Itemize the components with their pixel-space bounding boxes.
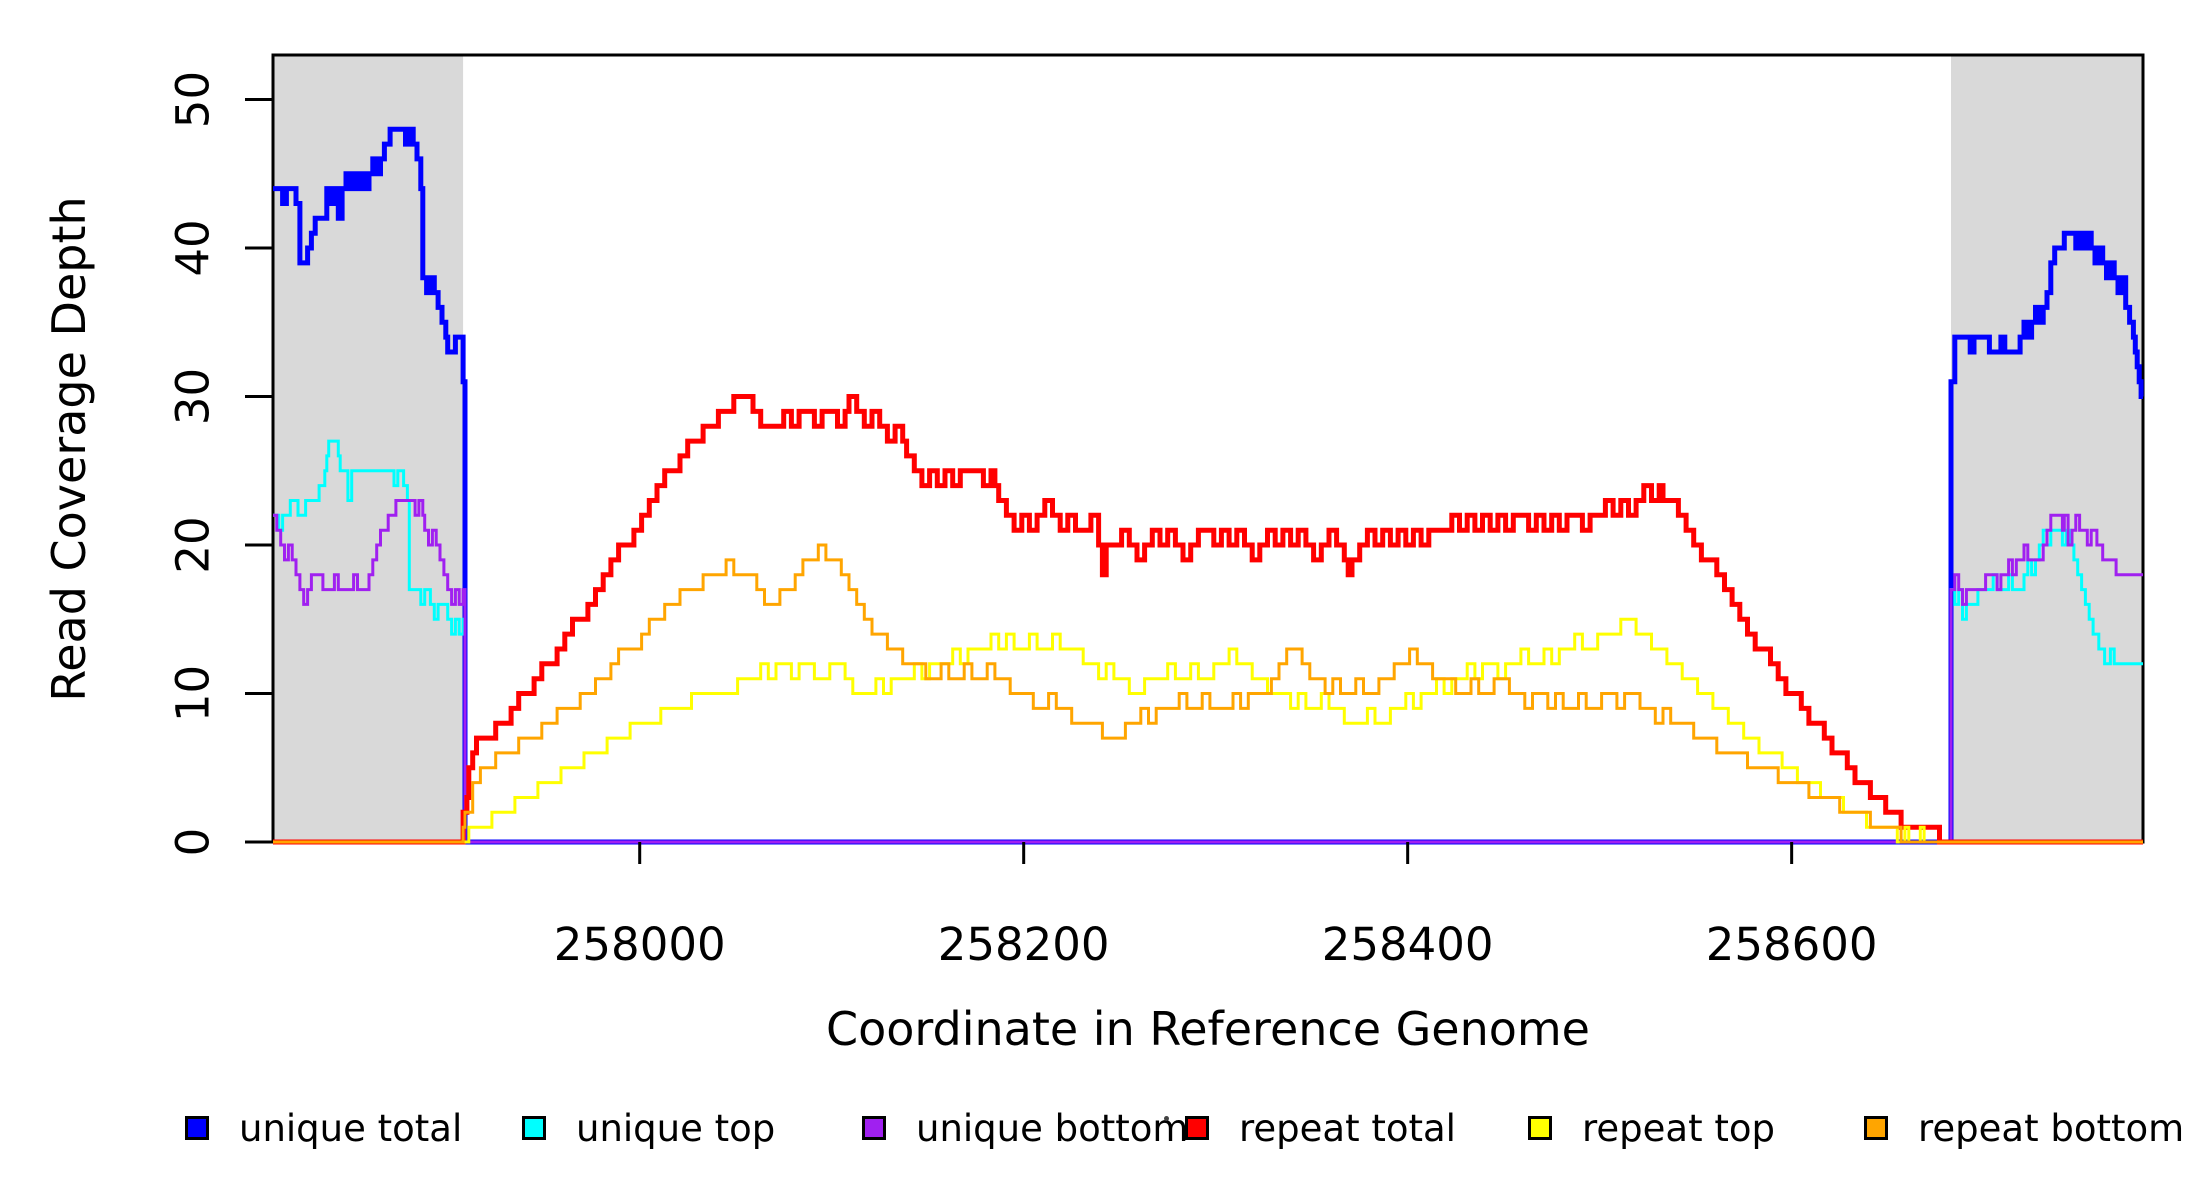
- series-line-unique-bottom: [273, 499, 2143, 844]
- x-axis-title: Coordinate in Reference Genome: [826, 1002, 1590, 1056]
- y-tick-label: 50: [167, 71, 220, 128]
- x-tick-label: 258000: [554, 918, 726, 971]
- series-line-repeat-top: [273, 617, 2143, 844]
- y-tick-label: 40: [167, 219, 220, 276]
- repeat-total-swatch-icon: [1185, 1116, 1209, 1140]
- y-tick-label: 20: [167, 516, 220, 573]
- unique-top-swatch-icon: [522, 1116, 546, 1140]
- legend-item-repeat-top: repeat top: [1528, 1100, 1775, 1156]
- legend-item-unique-total: unique total: [185, 1100, 462, 1156]
- x-tick-label: 258200: [938, 918, 1110, 971]
- legend-item-unique-top: unique top: [522, 1100, 775, 1156]
- legend-label: repeat total: [1239, 1106, 1456, 1150]
- axis-ticks: 258000 258200 258400 258600 0 10 20 30 40 50: [167, 71, 1878, 971]
- plot-svg: 258000 258200 258400 258600 0 10 20 30 40 50 Coor…: [42, 53, 2145, 1056]
- legend: unique total unique top unique bottom re…: [0, 1100, 2200, 1170]
- legend-label: unique total: [239, 1106, 463, 1150]
- repeat-bottom-swatch-icon: [1864, 1116, 1888, 1140]
- y-tick-label: 10: [167, 665, 220, 722]
- legend-label: unique top: [576, 1106, 776, 1150]
- stray-dot: [1164, 1116, 1169, 1121]
- legend-item-repeat-bottom: repeat bottom: [1864, 1100, 2184, 1156]
- legend-label: unique bottom: [916, 1106, 1189, 1150]
- y-axis-title: Read Coverage Depth: [42, 196, 96, 701]
- legend-item-unique-bottom: unique bottom: [862, 1100, 1188, 1156]
- series-lines: [273, 126, 2144, 845]
- series-line-repeat-bottom: [273, 543, 2143, 844]
- legend-label: repeat bottom: [1918, 1106, 2185, 1150]
- series-line-repeat-total: [273, 394, 2143, 845]
- legend-label: repeat top: [1582, 1106, 1775, 1150]
- series-line-unique-total: [273, 126, 2144, 845]
- unique-total-swatch-icon: [185, 1116, 209, 1140]
- y-tick-label: 0: [167, 828, 220, 857]
- unique-bottom-swatch-icon: [862, 1116, 886, 1140]
- x-tick-label: 258600: [1706, 918, 1878, 971]
- shaded-region: [1951, 55, 2143, 842]
- x-tick-label: 258400: [1322, 918, 1494, 971]
- y-tick-label: 30: [167, 368, 220, 425]
- repeat-top-swatch-icon: [1528, 1116, 1552, 1140]
- legend-item-repeat-total: repeat total: [1185, 1100, 1456, 1156]
